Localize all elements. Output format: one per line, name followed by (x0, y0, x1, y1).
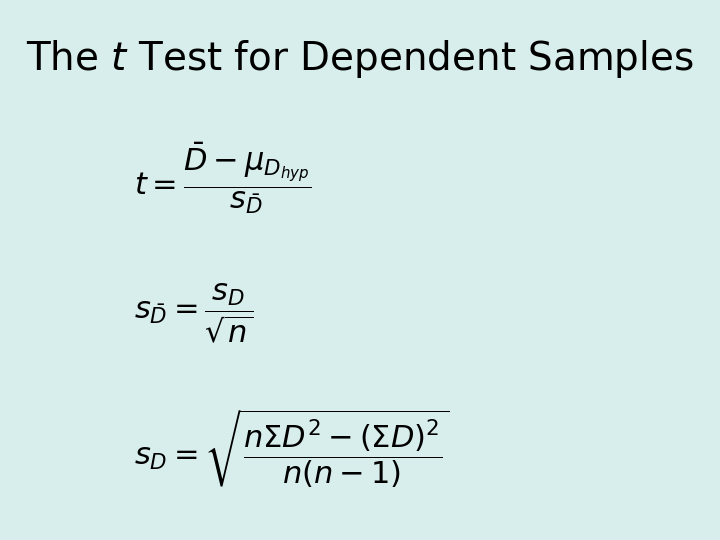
Text: $s_D = \sqrt{\dfrac{n\Sigma D^2 - (\Sigma D)^2}{n(n-1)}}$: $s_D = \sqrt{\dfrac{n\Sigma D^2 - (\Sigm… (134, 407, 450, 490)
Text: $t = \dfrac{\bar{D} - \mu_{D_{hyp}}}{s_{\bar{D}}}$: $t = \dfrac{\bar{D} - \mu_{D_{hyp}}}{s_{… (134, 140, 312, 216)
Text: $s_{\bar{D}} = \dfrac{s_D}{\sqrt{n}}$: $s_{\bar{D}} = \dfrac{s_D}{\sqrt{n}}$ (134, 281, 253, 345)
Text: The $\mathit{t}$ Test for Dependent Samples: The $\mathit{t}$ Test for Dependent Samp… (26, 38, 694, 80)
